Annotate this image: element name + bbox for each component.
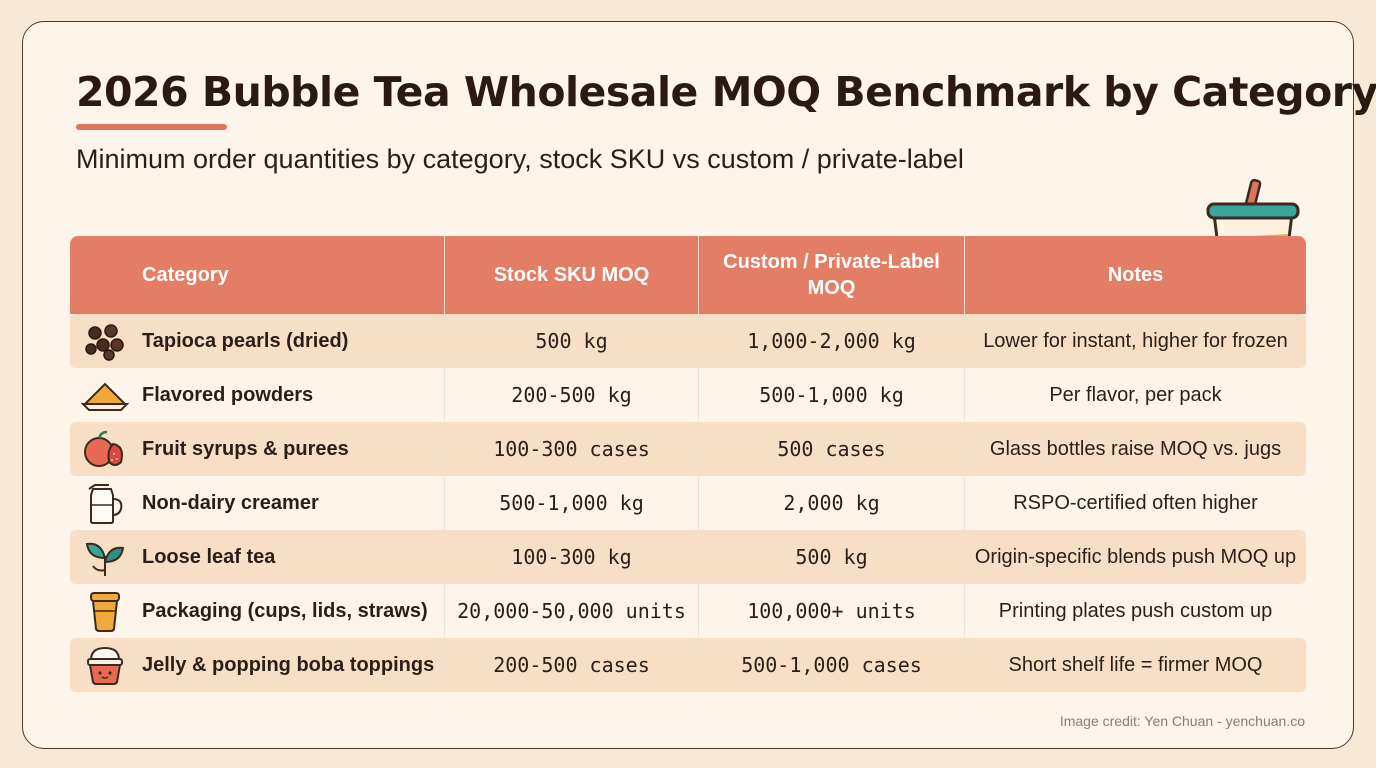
custom-moq-cell: 1,000-2,000 kg xyxy=(699,314,965,368)
cup-icon xyxy=(80,589,130,633)
tea-leaf-icon xyxy=(80,535,130,579)
category-label: Fruit syrups & purees xyxy=(142,437,349,460)
stock-moq-cell: 200-500 cases xyxy=(445,638,699,692)
notes-cell: Origin-specific blends push MOQ up xyxy=(974,545,1297,568)
creamer-jug-icon xyxy=(80,481,130,525)
header-notes: Notes xyxy=(1107,264,1164,286)
notes-cell: Lower for instant, higher for frozen xyxy=(983,329,1288,352)
stock-moq-cell: 20,000-50,000 units xyxy=(445,584,699,638)
title-underline xyxy=(76,124,227,130)
custom-moq-cell: 100,000+ units xyxy=(699,584,965,638)
custom-moq-cell: 500-1,000 kg xyxy=(699,368,965,422)
page-title: 2026 Bubble Tea Wholesale MOQ Benchmark … xyxy=(76,68,1376,116)
notes-cell: RSPO-certified often higher xyxy=(1013,491,1258,514)
category-label: Jelly & popping boba toppings xyxy=(142,653,435,676)
category-label: Packaging (cups, lids, straws) xyxy=(142,599,428,622)
custom-moq-cell: 500 kg xyxy=(699,530,965,584)
category-label: Tapioca pearls (dried) xyxy=(142,329,349,352)
category-label: Flavored powders xyxy=(142,383,314,406)
custom-moq-cell: 500 cases xyxy=(699,422,965,476)
page-subtitle: Minimum order quantities by category, st… xyxy=(76,144,964,174)
table-header: Category Stock SKU MOQ Custom / Private-… xyxy=(70,236,1306,314)
fruit-icon xyxy=(80,427,130,471)
table-row: Non-dairy creamer 500-1,000 kg 2,000 kg … xyxy=(70,476,1306,530)
moq-table: Category Stock SKU MOQ Custom / Private-… xyxy=(70,236,1306,692)
stock-moq-cell: 100-300 kg xyxy=(445,530,699,584)
table-row: Tapioca pearls (dried) 500 kg 1,000-2,00… xyxy=(70,314,1306,368)
table-row: Flavored powders 200-500 kg 500-1,000 kg… xyxy=(70,368,1306,422)
table-row: Loose leaf tea 100-300 kg 500 kg Origin-… xyxy=(70,530,1306,584)
custom-moq-cell: 2,000 kg xyxy=(699,476,965,530)
notes-cell: Short shelf life = firmer MOQ xyxy=(1008,653,1263,676)
header-custom-moq: Custom / Private-Label MOQ xyxy=(699,236,965,314)
notes-cell: Printing plates push custom up xyxy=(998,599,1273,622)
header-category: Category xyxy=(70,236,445,314)
table-row: Fruit syrups & purees 100-300 cases 500 … xyxy=(70,422,1306,476)
header-stock-sku-moq: Stock SKU MOQ xyxy=(445,236,699,314)
jelly-cup-icon xyxy=(80,643,130,687)
powder-icon xyxy=(80,373,130,417)
table-row: Packaging (cups, lids, straws) 20,000-50… xyxy=(70,584,1306,638)
category-label: Loose leaf tea xyxy=(142,545,276,568)
stock-moq-cell: 500-1,000 kg xyxy=(445,476,699,530)
notes-cell: Glass bottles raise MOQ vs. jugs xyxy=(989,437,1282,460)
table-row: Jelly & popping boba toppings 200-500 ca… xyxy=(70,638,1306,692)
tapioca-pearls-icon xyxy=(80,319,130,363)
stock-moq-cell: 100-300 cases xyxy=(445,422,699,476)
category-label: Non-dairy creamer xyxy=(142,491,319,514)
notes-cell: Per flavor, per pack xyxy=(1049,383,1222,406)
image-credit: Image credit: Yen Chuan - yenchuan.co xyxy=(1059,713,1305,729)
stock-moq-cell: 500 kg xyxy=(445,314,699,368)
custom-moq-cell: 500-1,000 cases xyxy=(699,638,965,692)
stock-moq-cell: 200-500 kg xyxy=(445,368,699,422)
